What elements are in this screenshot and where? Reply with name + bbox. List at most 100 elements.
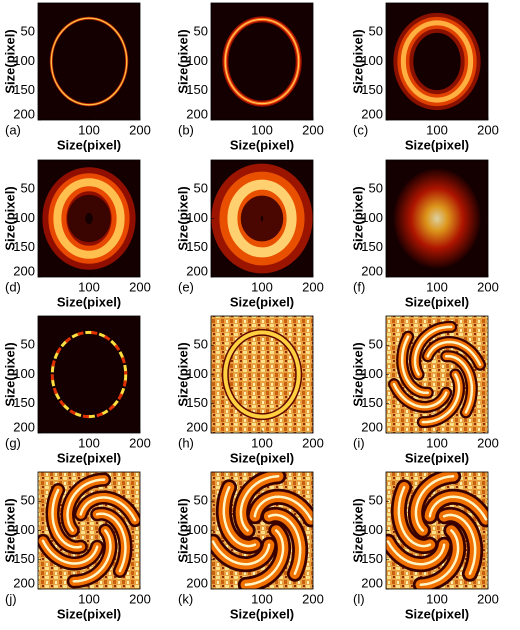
y-axis-label: Size(pixel)	[350, 29, 365, 93]
x-tick-label: 200	[129, 122, 151, 137]
x-axis-label: Size(pixel)	[57, 137, 121, 152]
ring	[227, 179, 297, 258]
y-tick-label: 50	[194, 24, 208, 39]
panel-label: (i)	[353, 435, 365, 450]
y-tick-label: 100	[186, 522, 208, 537]
spiral-arm	[413, 325, 453, 376]
ring	[50, 330, 128, 419]
panel-label: (k)	[178, 591, 193, 606]
spiral-arm	[253, 495, 313, 521]
x-axis-label: Size(pixel)	[57, 450, 121, 465]
panel: 50 100 150 200 100 200 Size(pixel) Size(pixel) (…	[350, 315, 499, 465]
image	[386, 472, 488, 589]
y-tick-label: 50	[369, 337, 383, 352]
y-tick-label: 50	[194, 337, 208, 352]
image	[386, 316, 488, 433]
panel-label: (a)	[5, 122, 21, 137]
spiral-arm	[386, 540, 446, 566]
spiral-arm	[51, 488, 83, 549]
panel: 50 100 150 200 100 200 Size(pixel) Size(pixel) (…	[350, 471, 499, 621]
ring	[240, 195, 284, 242]
x-axis-label: Size(pixel)	[230, 294, 294, 309]
y-tick-label: 200	[13, 419, 35, 434]
image	[38, 472, 140, 589]
y-tick-label: 200	[361, 575, 383, 590]
y-tick-label: 100	[361, 522, 383, 537]
x-axis-label: Size(pixel)	[405, 294, 469, 309]
y-tick-label: 200	[186, 575, 208, 590]
x-tick-label: 100	[251, 591, 273, 606]
y-axis-label: Size(pixel)	[2, 29, 17, 93]
y-tick-label: 150	[361, 395, 383, 410]
spiral-arm	[66, 478, 106, 532]
y-tick-label: 100	[361, 366, 383, 381]
y-tick-label: 150	[361, 82, 383, 97]
spiral-arm	[72, 529, 112, 583]
x-tick-label: 200	[302, 279, 324, 294]
y-tick-label: 100	[13, 366, 35, 381]
x-tick-label: 100	[426, 591, 448, 606]
spiral-arm	[400, 335, 430, 395]
spiral-arm	[397, 486, 432, 548]
y-axis-label: Size(pixel)	[175, 342, 190, 406]
spiral-arm	[419, 529, 460, 587]
y-axis-label: Size(pixel)	[175, 186, 190, 250]
y-axis-label: Size(pixel)	[2, 342, 17, 406]
y-tick-label: 150	[13, 395, 35, 410]
x-tick-label: 100	[251, 122, 273, 137]
y-tick-label: 50	[21, 493, 35, 508]
panel: 50 100 150 200 100 200 Size(pixel) Size(pixel) (…	[175, 2, 324, 152]
x-axis-label: Size(pixel)	[230, 606, 294, 621]
y-tick-label: 100	[186, 53, 208, 68]
panel: 50 100 150 200 100 200 Size(pixel) Size(pixel) (…	[2, 159, 151, 309]
y-tick-label: 150	[13, 239, 35, 254]
image	[211, 160, 313, 277]
spiral-arm	[442, 513, 477, 575]
panel: 50 100 150 200 100 200 Size(pixel) Size(pixel) (…	[2, 2, 151, 152]
x-tick-label: 200	[302, 591, 324, 606]
x-tick-label: 200	[477, 435, 499, 450]
spiral-arm	[392, 382, 448, 409]
x-tick-label: 200	[129, 591, 151, 606]
x-tick-label: 200	[129, 435, 151, 450]
glow	[393, 168, 481, 269]
x-tick-label: 200	[129, 279, 151, 294]
x-tick-label: 200	[477, 591, 499, 606]
spiral-arm	[211, 540, 271, 566]
spiral-arm	[421, 373, 461, 424]
spiral-arm	[95, 512, 127, 573]
panel: 50 100 150 200 100 200 Size(pixel) Size(pixel) (…	[2, 315, 151, 465]
x-axis-label: Size(pixel)	[405, 450, 469, 465]
y-tick-label: 50	[369, 181, 383, 196]
spiral-arm	[267, 513, 302, 575]
y-axis-label: Size(pixel)	[350, 498, 365, 562]
ring	[53, 178, 125, 259]
y-tick-label: 200	[361, 263, 383, 278]
x-tick-label: 100	[426, 122, 448, 137]
spiral-arm	[41, 539, 99, 565]
panel-label: (h)	[178, 435, 194, 450]
y-tick-label: 50	[21, 24, 35, 39]
x-axis-label: Size(pixel)	[230, 450, 294, 465]
spiral-arm	[426, 340, 482, 367]
x-axis-label: Size(pixel)	[405, 606, 469, 621]
y-axis-label: Size(pixel)	[350, 342, 365, 406]
spiral-arm	[222, 486, 257, 548]
x-tick-label: 100	[78, 279, 100, 294]
panel: 50 100 150 200 100 200 Size(pixel) Size(pixel) (…	[350, 2, 499, 152]
y-tick-label: 50	[194, 181, 208, 196]
panel: 50 100 150 200 100 200 Size(pixel) Size(pixel) (…	[2, 471, 151, 621]
y-tick-label: 100	[13, 522, 35, 537]
y-tick-label: 200	[13, 263, 35, 278]
x-tick-label: 100	[78, 122, 100, 137]
y-tick-label: 150	[361, 239, 383, 254]
spiral-arm	[444, 354, 474, 414]
panel-label: (g)	[5, 435, 21, 450]
image	[386, 3, 488, 120]
panel-label: (d)	[5, 279, 21, 294]
panel: 50 100 150 200 100 200 Size(pixel) Size(pixel) (…	[175, 159, 324, 309]
ring	[400, 20, 474, 103]
y-tick-label: 200	[186, 106, 208, 121]
ring	[223, 330, 301, 419]
